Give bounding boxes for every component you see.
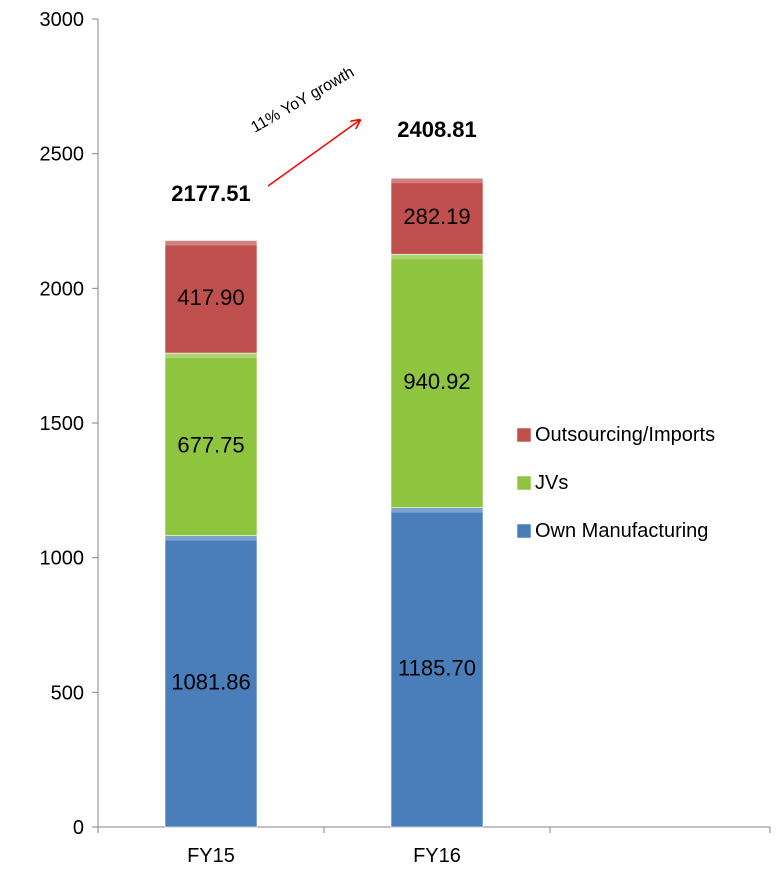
bar-segment xyxy=(390,253,484,508)
bar-segment-highlight xyxy=(391,507,483,513)
bar-segment xyxy=(390,177,484,255)
y-tick-label: 2500 xyxy=(40,144,85,166)
growth-arrow xyxy=(267,120,360,187)
bar-segment-highlight xyxy=(391,178,483,184)
bar-segment xyxy=(164,240,258,354)
bar-segment xyxy=(164,535,258,828)
data-labels: 1081.86 677.75 417.90 1185.70 940.92 282.19 21… xyxy=(171,117,477,694)
bars xyxy=(164,177,484,828)
axes: 0 500 1000 1500 2000 2500 3000 FY15 FY16 xyxy=(40,9,771,867)
legend-swatch xyxy=(516,475,532,491)
bar-segment xyxy=(390,507,484,828)
bar-segment xyxy=(164,352,258,536)
legend-label: JVs xyxy=(535,472,568,494)
y-tick-label: 0 xyxy=(73,817,84,839)
data-label: 940.92 xyxy=(403,369,470,394)
data-label: 1081.86 xyxy=(171,669,251,694)
data-label: 1185.70 xyxy=(398,655,476,680)
legend: Outsourcing/Imports JVs Own Manufacturing xyxy=(516,424,715,542)
y-tick-label: 500 xyxy=(51,682,84,704)
bar-segment-highlight xyxy=(391,254,483,260)
data-label: 282.19 xyxy=(403,204,470,229)
legend-swatch xyxy=(516,523,532,539)
y-tick-label: 1500 xyxy=(40,413,85,435)
bar-segment-highlight xyxy=(165,535,257,541)
legend-swatch xyxy=(516,427,532,443)
legend-label: Outsourcing/Imports xyxy=(535,424,715,446)
total-label: 2408.81 xyxy=(397,117,477,142)
y-tick-label: 3000 xyxy=(40,9,85,31)
growth-annotation: 11% YoY growth xyxy=(248,64,360,187)
x-tick-label: FY16 xyxy=(413,845,461,867)
bar-segment-highlight xyxy=(165,240,257,246)
growth-annotation-text: 11% YoY growth xyxy=(248,64,357,137)
x-tick-label: FY15 xyxy=(187,845,235,867)
data-label: 417.90 xyxy=(177,285,244,310)
y-tick-label: 2000 xyxy=(40,278,85,300)
data-label: 677.75 xyxy=(177,432,244,457)
total-label: 2177.51 xyxy=(171,181,251,206)
legend-label: Own Manufacturing xyxy=(535,520,708,542)
y-tick-label: 1000 xyxy=(40,548,85,570)
bar-segment-highlight xyxy=(165,353,257,359)
